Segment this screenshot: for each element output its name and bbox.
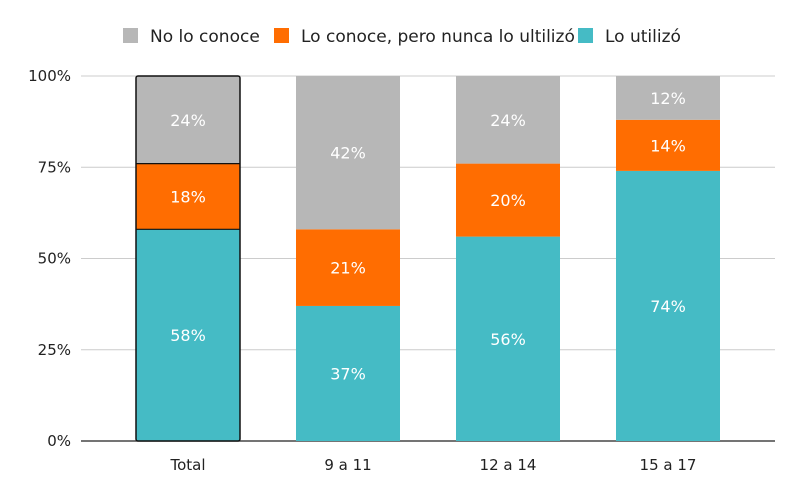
legend-label-lo-utilizo: Lo utilizó (605, 27, 681, 47)
bar-segment-15-a-17-lo-conoce-pero-nunca-lo-ultilizo (616, 119, 720, 171)
bar-segment-total-no-lo-conoce (136, 76, 240, 164)
chart-legend: No lo conoce Lo conoce, pero nunca lo ult… (123, 27, 681, 47)
data-label: 58% (170, 326, 206, 345)
y-axis: 0% 25% 50% 75% 100% (28, 67, 71, 450)
data-label: 74% (650, 297, 686, 316)
y-tick-label: 0% (47, 432, 71, 450)
bar-segment-12-a-14-lo-utilizo (456, 236, 560, 441)
legend-label-lo-conoce-pero-nunca-lo-ultilizo: Lo conoce, pero nunca lo ultilizó (301, 27, 575, 47)
data-label: 14% (650, 136, 686, 155)
bar-segment-total-lo-utilizo (136, 229, 240, 441)
data-label: 21% (330, 259, 366, 278)
y-tick-label: 100% (28, 67, 71, 85)
bar-segment-9-a-11-lo-conoce-pero-nunca-lo-ultilizo (296, 229, 400, 306)
legend-label-no-lo-conoce: No lo conoce (150, 27, 260, 47)
bar-segment-15-a-17-lo-utilizo (616, 170, 720, 441)
data-label: 56% (490, 330, 526, 349)
data-label: 18% (170, 187, 206, 206)
bars: 58% 18% 24% 37% 21% 42% 56% 20% 24% 74% 14% 12% (135, 75, 720, 442)
x-tick-label: 9 a 11 (324, 456, 371, 474)
data-label: 37% (330, 364, 366, 383)
highlight-outline (135, 75, 241, 442)
bar-segment-total-lo-conoce-pero-nunca-lo-ultilizo (136, 163, 240, 230)
data-label: 12% (650, 89, 686, 108)
bar-segment-9-a-11-lo-utilizo (296, 305, 400, 441)
bar-segment-15-a-17-no-lo-conoce (616, 76, 720, 120)
x-axis: Total 9 a 11 12 a 14 15 a 17 (169, 456, 696, 474)
bar-segment-12-a-14-no-lo-conoce (456, 76, 560, 164)
legend-swatch-lo-conoce-pero-nunca-lo-ultilizo (274, 28, 289, 43)
y-tick-label: 50% (38, 250, 71, 268)
data-label: 42% (330, 144, 366, 163)
data-label: 24% (170, 111, 206, 130)
x-tick-label: 12 a 14 (480, 456, 537, 474)
y-tick-label: 25% (38, 341, 71, 359)
data-label: 24% (490, 111, 526, 130)
legend-swatch-no-lo-conoce (123, 28, 138, 43)
x-tick-label: 15 a 17 (640, 456, 697, 474)
data-label: 20% (490, 191, 526, 210)
bar-segment-9-a-11-no-lo-conoce (296, 76, 400, 230)
legend-swatch-lo-utilizo (578, 28, 593, 43)
bar-segment-12-a-14-lo-conoce-pero-nunca-lo-ultilizo (456, 163, 560, 237)
x-tick-label: Total (169, 456, 205, 474)
y-tick-label: 75% (38, 158, 71, 176)
